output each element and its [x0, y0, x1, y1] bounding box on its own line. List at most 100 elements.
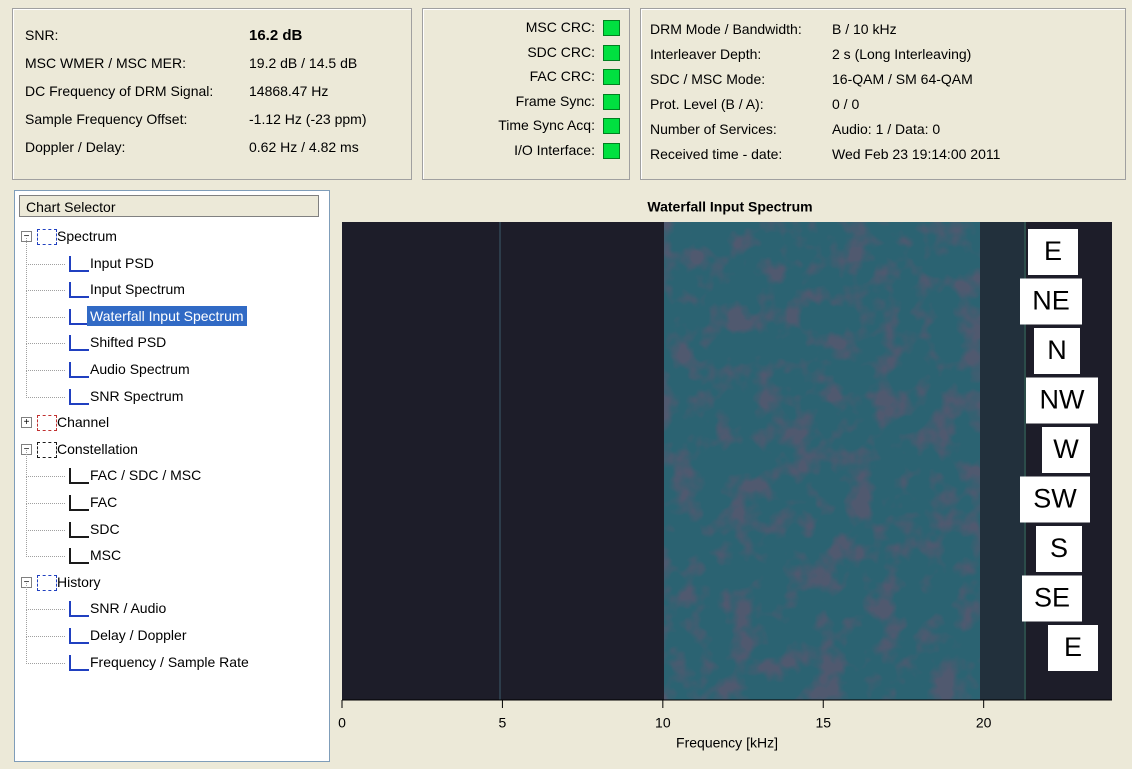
tree-connector	[26, 344, 65, 371]
item-icon	[69, 335, 89, 351]
tree-connector	[26, 450, 65, 477]
indicator-led	[603, 94, 620, 110]
x-axis-label: Frequency [kHz]	[676, 735, 778, 751]
tree-connector	[26, 477, 65, 504]
tree-connector	[26, 583, 65, 610]
plot-area: E NE N NW W SW S SE E	[342, 222, 1112, 700]
indicator-led	[603, 45, 620, 61]
tree-connector	[26, 371, 65, 398]
item-icon	[69, 282, 89, 298]
tree-item[interactable]: Input Spectrum	[87, 279, 188, 299]
info-value: Wed Feb 23 19:14:00 2011	[832, 146, 1000, 162]
indicator-panel: MSC CRC: SDC CRC: FAC CRC: Frame Sync: Time …	[422, 8, 630, 180]
indicator-label: MSC CRC:	[526, 19, 595, 35]
tree-item[interactable]: Input PSD	[87, 253, 157, 273]
tree-connector	[26, 637, 65, 664]
item-icon	[69, 256, 89, 272]
compass-label: SE	[1034, 583, 1070, 613]
status-value: 19.2 dB / 14.5 dB	[249, 55, 357, 71]
status-label: Doppler / Delay:	[25, 139, 125, 155]
waterfall-texture	[664, 222, 980, 700]
info-value: Audio: 1 / Data: 0	[832, 121, 940, 137]
item-icon	[69, 468, 89, 484]
compass-label: NW	[1040, 385, 1085, 415]
info-panel: DRM Mode / Bandwidth: B / 10 kHz Interleav…	[640, 8, 1126, 180]
status-value: -1.12 Hz (-23 ppm)	[249, 111, 366, 127]
status-panel: SNR: 16.2 dB MSC WMER / MSC MER: 19.2 dB / …	[12, 8, 412, 180]
indicator-label: Time Sync Acq:	[498, 117, 595, 133]
indicator-led	[603, 69, 620, 85]
info-label: Number of Services:	[650, 121, 777, 137]
x-tick-label: 15	[815, 715, 831, 731]
tree-item[interactable]: Shifted PSD	[87, 332, 169, 352]
indicator-label: I/O Interface:	[514, 142, 595, 158]
status-label: MSC WMER / MSC MER:	[25, 55, 186, 71]
chart-title: Waterfall Input Spectrum	[647, 199, 812, 215]
info-label: DRM Mode / Bandwidth:	[650, 21, 802, 37]
item-icon	[69, 495, 89, 511]
compass-label: E	[1064, 632, 1082, 662]
info-label: Interleaver Depth:	[650, 46, 761, 62]
tree-item[interactable]: SDC	[87, 519, 123, 539]
tree-connector	[26, 504, 65, 531]
status-label: Sample Frequency Offset:	[25, 111, 187, 127]
indicator-led	[603, 143, 620, 159]
waterfall-chart: Waterfall Input Spectrum E NE N NW W SW S SE E 0…	[330, 190, 1124, 762]
tree-group[interactable]: Spectrum	[57, 228, 117, 244]
status-value: 0.62 Hz / 4.82 ms	[249, 139, 359, 155]
item-icon	[69, 601, 89, 617]
indicator-label: SDC CRC:	[527, 44, 595, 60]
status-value: 16.2 dB	[249, 27, 302, 44]
tree-item[interactable]: Frequency / Sample Rate	[87, 652, 252, 672]
tree-group[interactable]: Channel	[57, 414, 109, 430]
tree-item[interactable]: Audio Spectrum	[87, 359, 193, 379]
tree-item[interactable]: SNR / Audio	[87, 598, 169, 618]
tree-connector	[26, 238, 65, 265]
x-tick-label: 20	[976, 715, 992, 731]
info-value: 0 / 0	[832, 96, 859, 112]
info-value: B / 10 kHz	[832, 21, 897, 37]
item-icon	[69, 362, 89, 378]
tree-item[interactable]: MSC	[87, 545, 124, 565]
item-icon	[69, 309, 89, 325]
info-value: 16-QAM / SM 64-QAM	[832, 71, 973, 87]
compass-label: NE	[1032, 286, 1070, 316]
tree-connector	[26, 291, 65, 318]
item-icon	[69, 655, 89, 671]
info-value: 2 s (Long Interleaving)	[832, 46, 971, 62]
tree-header[interactable]: Chart Selector	[19, 195, 319, 217]
tree-item[interactable]: SNR Spectrum	[87, 386, 186, 406]
info-label: SDC / MSC Mode:	[650, 71, 765, 87]
item-icon	[69, 548, 89, 564]
info-label: Received time - date:	[650, 146, 782, 162]
x-tick-label: 0	[338, 715, 346, 731]
item-icon	[69, 522, 89, 538]
tree-connector	[26, 264, 65, 291]
indicator-label: FAC CRC:	[530, 68, 595, 84]
compass-label: S	[1050, 533, 1068, 563]
app-window: {"status":{"rows":[{"label":"SNR:","valu…	[0, 0, 1132, 769]
waterfall-edge	[980, 222, 1024, 700]
compass-label: SW	[1033, 484, 1077, 514]
expander[interactable]: +	[21, 417, 32, 428]
tree-connector	[26, 610, 65, 637]
compass-label: E	[1044, 236, 1062, 266]
item-icon	[69, 389, 89, 405]
item-icon	[69, 628, 89, 644]
tree-connector	[26, 317, 65, 344]
tree-connector	[26, 530, 65, 557]
info-label: Prot. Level (B / A):	[650, 96, 764, 112]
status-label: SNR:	[25, 27, 58, 43]
group-icon	[37, 415, 57, 431]
tree-item[interactable]: Waterfall Input Spectrum	[87, 306, 247, 326]
x-tick-label: 10	[655, 715, 671, 731]
compass-label: W	[1053, 434, 1079, 464]
compass-label: N	[1047, 335, 1067, 365]
tree-item[interactable]: FAC / SDC / MSC	[87, 465, 204, 485]
x-tick-label: 5	[499, 715, 507, 731]
tree-item[interactable]: Delay / Doppler	[87, 625, 190, 645]
indicator-label: Frame Sync:	[516, 93, 595, 109]
tree-group[interactable]: Constellation	[57, 441, 138, 457]
tree-item[interactable]: FAC	[87, 492, 120, 512]
